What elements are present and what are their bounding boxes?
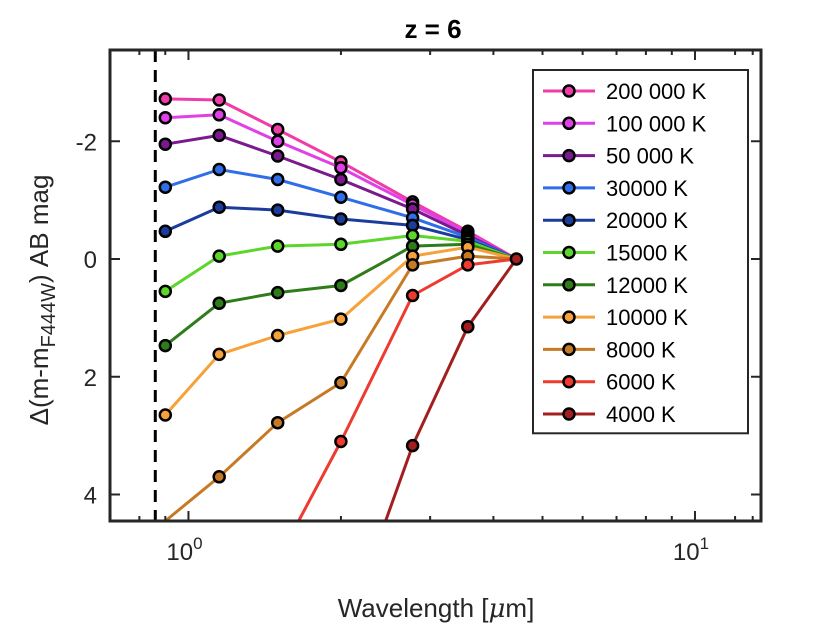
data-point (509, 252, 524, 266)
legend-label-9: 6000 K (606, 370, 676, 395)
data-point (212, 93, 226, 107)
data-point (270, 172, 285, 187)
y-axis-label-suffix: ) AB mag (24, 175, 54, 283)
y-tick-label: 4 (84, 483, 97, 510)
legend-label-3: 30000 K (606, 176, 688, 201)
legend-marker-5 (562, 245, 576, 260)
series-line-8 (163, 254, 517, 521)
data-point (270, 415, 285, 430)
legend-marker-0 (562, 84, 576, 98)
y-tick-label: 0 (84, 247, 97, 274)
data-point (405, 288, 420, 303)
legend-marker-4 (562, 213, 576, 227)
legend-marker-6 (562, 278, 576, 292)
data-point (405, 258, 420, 272)
legend-label-2: 50 000 K (606, 144, 694, 169)
series-line-9 (297, 257, 517, 521)
data-point (212, 108, 226, 122)
data-point (158, 338, 173, 353)
legend: 200 000 K 100 000 K 50 000 K 30000 K 20000 K… (532, 69, 749, 435)
data-point (334, 375, 348, 390)
data-point (270, 328, 285, 343)
data-point (158, 224, 173, 239)
data-point (334, 434, 348, 449)
data-point (158, 137, 173, 151)
data-point (212, 347, 226, 362)
x-axis-label-text: Wavelength [ (338, 593, 490, 623)
data-point (270, 134, 285, 149)
y-tick-label: -2 (76, 129, 97, 156)
data-point (212, 162, 226, 177)
data-point (461, 319, 475, 334)
legend-label-0: 200 000 K (606, 79, 707, 104)
data-point (334, 172, 348, 187)
data-point (212, 296, 226, 310)
data-point (334, 237, 348, 252)
series-line-10 (384, 258, 518, 521)
y-axis-label-prefix: Δ(m-m (24, 347, 54, 425)
legend-marker-1 (562, 116, 576, 131)
plot-frame (108, 48, 763, 523)
data-point (334, 312, 348, 326)
data-point (270, 239, 285, 253)
data-point (212, 200, 226, 214)
data-point (158, 92, 173, 106)
x-tick-label: 101 (673, 534, 709, 566)
data-point (158, 180, 173, 194)
legend-label-4: 20000 K (606, 208, 688, 233)
legend-label-1: 100 000 K (606, 111, 707, 136)
x-tick-base: 10 (166, 539, 193, 566)
y-axis-label: Δ(m-mF444W) AB mag (24, 175, 60, 426)
x-tick-exponent: 1 (700, 534, 709, 553)
legend-label-8: 8000 K (606, 337, 676, 362)
data-point (461, 258, 475, 272)
data-point (212, 128, 226, 143)
data-point (334, 161, 348, 175)
data-point (270, 285, 285, 300)
legend-label-10: 4000 K (606, 402, 676, 427)
legend-label-7: 10000 K (606, 305, 688, 330)
chart-title: z = 6 (404, 14, 461, 44)
legend-marker-9 (562, 374, 576, 389)
data-point (270, 122, 285, 137)
x-tick-exponent: 0 (193, 534, 202, 553)
legend-marker-8 (562, 342, 576, 357)
legend-label-5: 15000 K (606, 241, 688, 266)
x-tick-label: 100 (166, 534, 202, 566)
data-point (158, 110, 173, 125)
legend-marker-3 (562, 181, 576, 195)
plot-area (153, 50, 524, 521)
legend-marker-2 (562, 148, 576, 163)
data-point (212, 249, 226, 263)
data-point (334, 212, 348, 226)
x-tick-base: 10 (673, 539, 700, 566)
data-point (158, 408, 173, 422)
legend-label-6: 12000 K (606, 273, 688, 298)
data-point (405, 438, 420, 453)
data-point (270, 203, 285, 217)
data-point (212, 470, 226, 484)
y-tick-label: 2 (84, 365, 97, 392)
data-point (334, 190, 348, 204)
data-point (158, 284, 173, 299)
data-point (270, 149, 285, 163)
y-axis-label-sub: F444W (38, 283, 60, 348)
data-point (334, 278, 348, 293)
legend-marker-10 (562, 407, 576, 421)
x-axis-label-end: m] (505, 593, 534, 623)
x-axis-label: Wavelength [μm] (338, 593, 535, 624)
x-axis-label-mu: μ (489, 594, 506, 624)
legend-marker-7 (562, 310, 576, 324)
